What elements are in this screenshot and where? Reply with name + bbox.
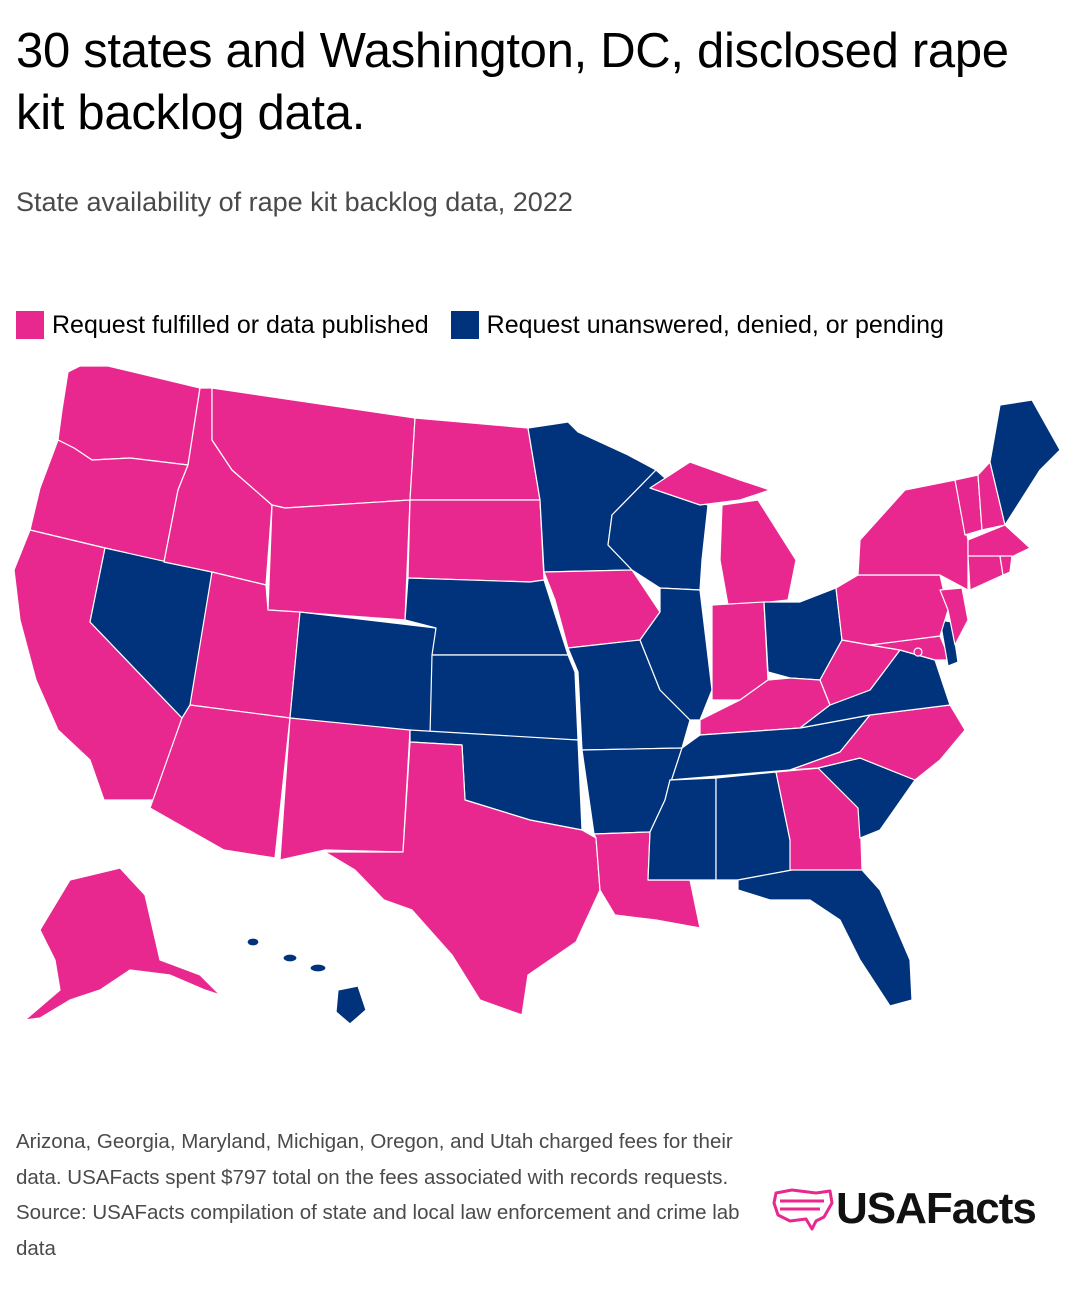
state-arizona bbox=[149, 704, 291, 859]
us-states-map bbox=[13, 365, 1061, 1025]
state-kansas bbox=[429, 654, 579, 741]
hawaii-big-island bbox=[335, 985, 367, 1025]
state-pennsylvania bbox=[835, 574, 949, 646]
legend-swatch-unanswered bbox=[450, 311, 479, 339]
state-new-york bbox=[857, 479, 969, 591]
hawaii-oahu bbox=[282, 953, 298, 963]
legend-item-fulfilled: Request fulfilled or data published bbox=[16, 310, 429, 340]
state-connecticut bbox=[967, 555, 1004, 591]
legend-swatch-fulfilled bbox=[16, 311, 44, 339]
usafacts-logo: USAFacts bbox=[772, 1184, 1037, 1234]
usa-flag-map-icon bbox=[772, 1188, 834, 1231]
state-rhode-island bbox=[999, 555, 1013, 576]
state-massachusetts bbox=[967, 524, 1031, 561]
state-washington bbox=[57, 365, 201, 466]
state-wyoming bbox=[267, 499, 411, 621]
legend-label-fulfilled: Request fulfilled or data published bbox=[52, 311, 429, 339]
legend-item-unanswered: Request unanswered, denied, or pending bbox=[450, 310, 944, 340]
state-south-dakota bbox=[407, 499, 545, 583]
state-michigan-lower bbox=[719, 499, 797, 606]
state-delaware bbox=[939, 619, 959, 667]
state-florida bbox=[737, 869, 913, 1007]
hawaii-kauai bbox=[246, 937, 260, 947]
footnote-source: Source: USAFacts compilation of state an… bbox=[16, 1201, 740, 1260]
chart-subtitle: State availability of rape kit backlog d… bbox=[16, 187, 573, 217]
state-north-dakota bbox=[409, 417, 541, 501]
state-new-jersey bbox=[939, 587, 969, 646]
legend-label-unanswered: Request unanswered, denied, or pending bbox=[486, 311, 944, 339]
state-illinois bbox=[639, 587, 713, 721]
state-maine bbox=[989, 399, 1061, 526]
state-mississippi bbox=[647, 777, 717, 881]
state-colorado bbox=[289, 611, 437, 736]
washington-dc bbox=[913, 647, 923, 657]
state-texas bbox=[324, 741, 601, 1016]
state-michigan-upper bbox=[649, 461, 771, 506]
footnote-note: Arizona, Georgia, Maryland, Michigan, Or… bbox=[16, 1130, 733, 1189]
legend: Request fulfilled or data published Requ… bbox=[16, 308, 966, 342]
brand-name: USAFacts bbox=[836, 1184, 1037, 1233]
chart-title: 30 states and Washington, DC, disclosed … bbox=[16, 24, 1009, 140]
footnote: Arizona, Georgia, Maryland, Michigan, Or… bbox=[16, 1124, 746, 1266]
state-north-carolina bbox=[789, 704, 966, 781]
state-new-mexico bbox=[279, 717, 411, 861]
state-alaska bbox=[24, 867, 221, 1021]
state-hawaii bbox=[246, 937, 367, 1025]
hawaii-maui bbox=[309, 963, 327, 973]
